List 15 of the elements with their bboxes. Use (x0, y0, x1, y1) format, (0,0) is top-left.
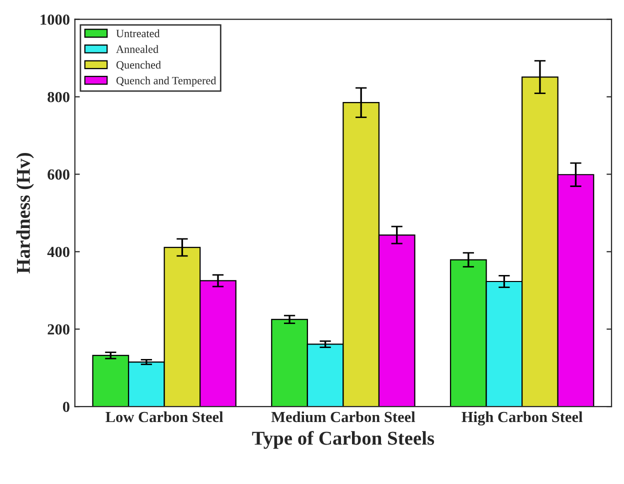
y-axis-title: Hardness (Hv) (16, 153, 34, 274)
y-tick-label: 1000 (40, 14, 70, 25)
x-tick-label: Low Carbon Steel (106, 411, 224, 422)
y-tick-label: 200 (48, 324, 70, 335)
legend-label: Annealed (116, 45, 158, 53)
x-axis-title: Type of Carbon Steels (252, 430, 434, 449)
y-tick-label: 0 (62, 402, 70, 412)
y-tick-label: 600 (48, 169, 70, 180)
legend-label: Quench and Tempered (116, 76, 216, 87)
x-tick-label: Medium Carbon Steel (271, 411, 416, 422)
y-tick-label: 400 (47, 246, 70, 258)
y-tick-label: 800 (48, 92, 70, 102)
legend-label: Quenched (116, 60, 161, 70)
x-tick-label: High Carbon Steel (462, 411, 583, 426)
legend-label: Untreated (116, 29, 160, 38)
